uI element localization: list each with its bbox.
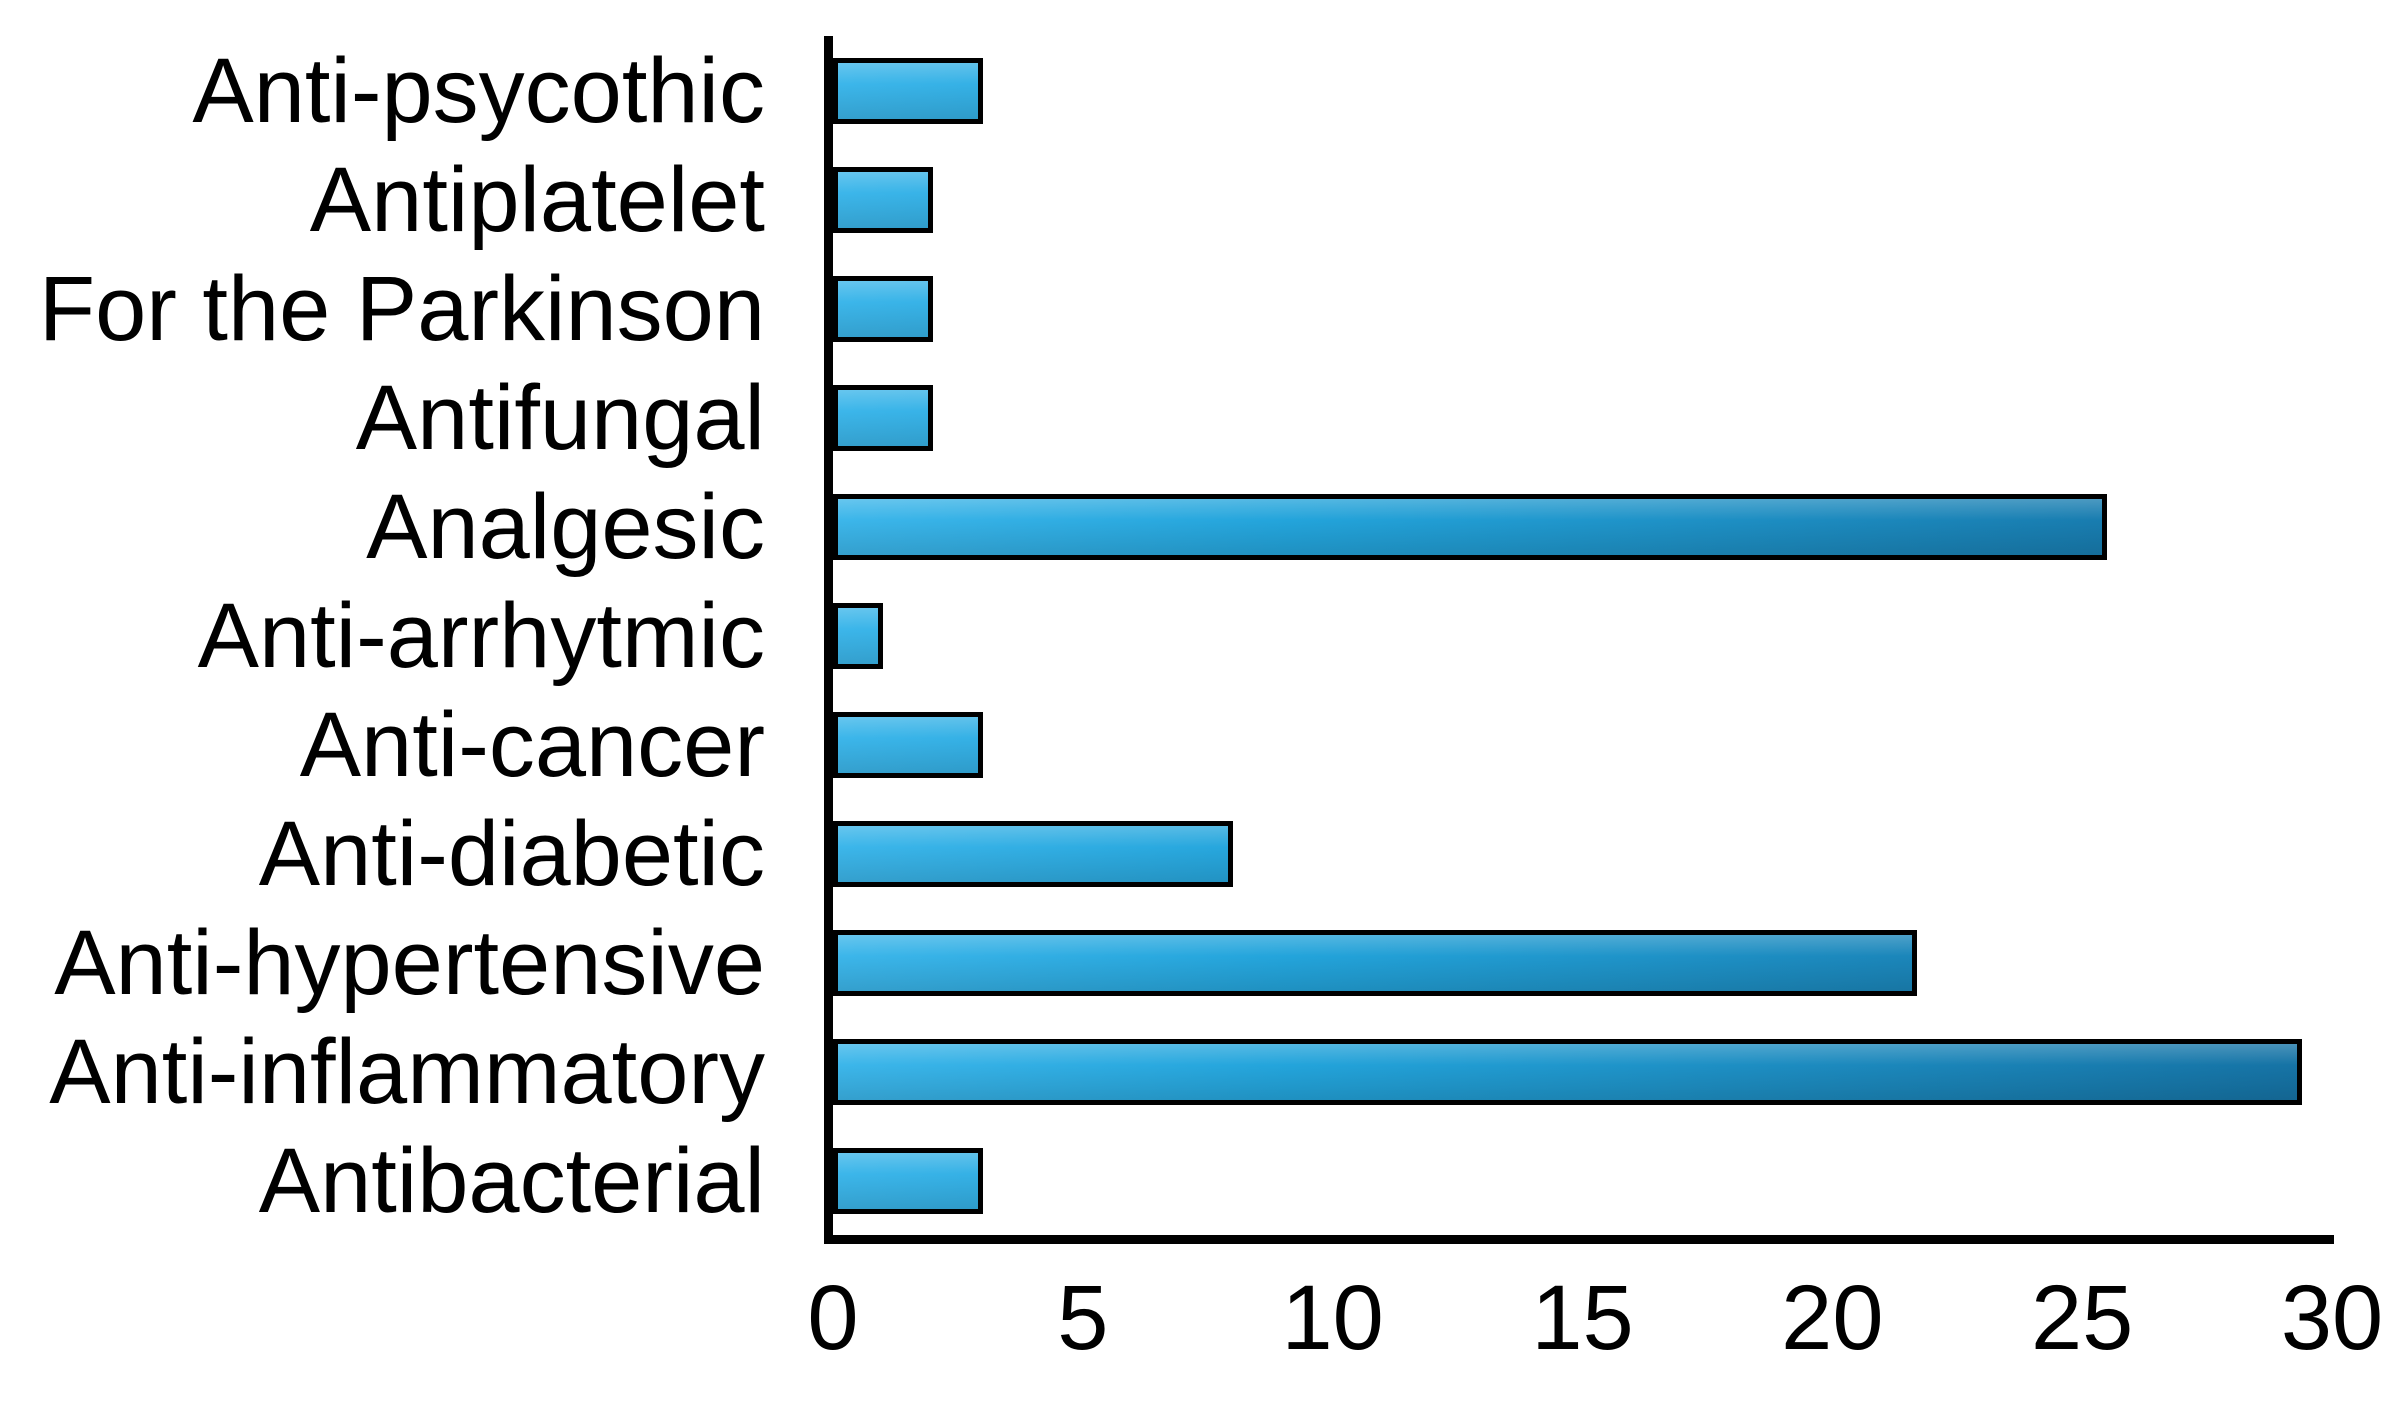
category-row: Anti-inflammatory	[0, 1017, 2403, 1126]
value-bar	[833, 384, 933, 451]
category-label: For the Parkinson	[38, 257, 765, 360]
x-axis-line	[824, 1235, 2334, 1244]
x-tick-label: 20	[1781, 1267, 1884, 1369]
value-bar	[833, 275, 933, 342]
value-bar	[833, 602, 883, 669]
category-label: Anti-hypertensive	[54, 911, 765, 1014]
category-row: Analgesic	[0, 472, 2403, 581]
x-tick-label: 0	[807, 1267, 859, 1369]
category-row: Antiplatelet	[0, 145, 2403, 254]
x-tick-label: 5	[1057, 1267, 1109, 1369]
x-tick-label: 15	[1531, 1267, 1634, 1369]
value-bar	[833, 711, 983, 778]
bar-rows-container: Anti-psycothic Antiplatelet For the Parkin…	[0, 36, 2403, 1235]
y-axis-line	[824, 36, 833, 1244]
x-tick-label: 25	[2030, 1267, 2134, 1369]
category-row: Anti-hypertensive	[0, 908, 2403, 1017]
value-bar	[833, 57, 983, 124]
category-label: Antibacterial	[258, 1129, 765, 1232]
x-tick-label: 10	[1281, 1267, 1384, 1369]
category-row: Antifungal	[0, 363, 2403, 472]
category-label: Anti-diabetic	[258, 802, 765, 905]
value-bar	[833, 166, 933, 233]
value-bar	[833, 820, 1233, 887]
x-tick-label: 30	[2280, 1267, 2384, 1369]
value-bar	[833, 493, 2108, 560]
value-bar	[833, 1038, 2303, 1105]
category-row: Anti-cancer	[0, 690, 2403, 799]
value-bar	[833, 1147, 983, 1214]
category-row: Anti-diabetic	[0, 799, 2403, 908]
category-row: Antibacterial	[0, 1126, 2403, 1235]
category-row: Anti-psycothic	[0, 36, 2403, 145]
category-label: Anti-cancer	[299, 693, 765, 796]
category-label: Anti-inflammatory	[49, 1020, 765, 1123]
category-label: Antifungal	[355, 366, 765, 469]
x-axis-tick-labels: 0 5 10 15 20 25 30	[807, 1267, 2383, 1392]
category-label: Antiplatelet	[309, 148, 765, 251]
category-label: Anti-psycothic	[192, 39, 765, 142]
category-row: For the Parkinson	[0, 254, 2403, 363]
category-label: Analgesic	[366, 475, 765, 578]
category-row: Anti-arrhytmic	[0, 581, 2403, 690]
value-bar	[833, 929, 1918, 996]
category-label: Anti-arrhytmic	[197, 584, 765, 687]
